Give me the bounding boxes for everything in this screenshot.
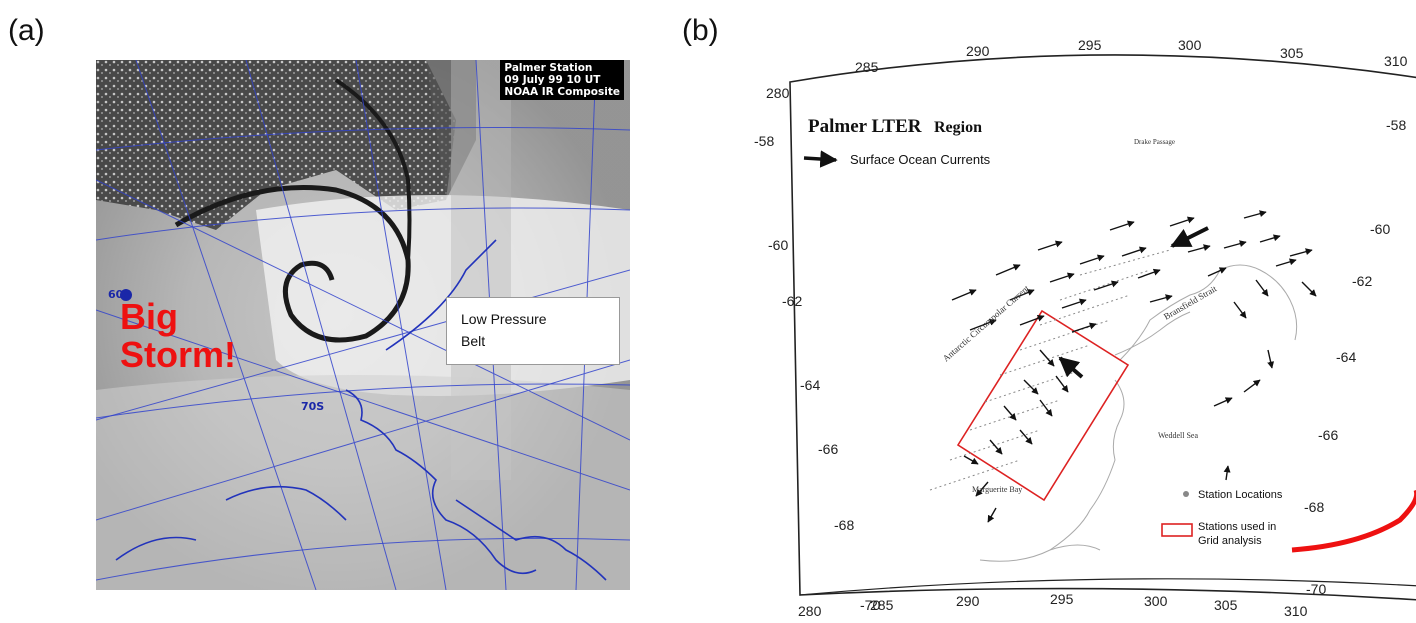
- lat-left-62: -62: [782, 293, 802, 309]
- lon-bottom-305: 305: [1214, 597, 1238, 613]
- satellite-image: Palmer Station 09 July 99 10 UT NOAA IR …: [96, 60, 630, 590]
- lon-bottom-290: 290: [956, 593, 980, 609]
- lat-left-64: -64: [800, 377, 820, 393]
- stations-used-line-1: Stations used in: [1198, 521, 1276, 533]
- low-pressure-line-2: Belt: [461, 333, 486, 349]
- lat-right-60: -60: [1370, 221, 1390, 237]
- lon-top-285: 285: [855, 59, 879, 75]
- marguerite-bay-label: Marguerite Bay: [972, 485, 1022, 494]
- map-title: Palmer LTER: [808, 116, 922, 137]
- current-arrows: [951, 210, 1317, 523]
- lon-top-300: 300: [1178, 37, 1202, 53]
- satellite-timestamp: Palmer Station 09 July 99 10 UT NOAA IR …: [500, 60, 624, 100]
- currents-legend-label: Surface Ocean Currents: [850, 152, 991, 167]
- lon-bottom-280: 280: [798, 603, 822, 618]
- lon-bottom-310: 310: [1284, 603, 1308, 618]
- lat-left-58: -58: [754, 133, 774, 149]
- graticule-label-70s: 70S: [301, 400, 325, 413]
- bright-cloud-band: [256, 195, 630, 396]
- lon-top-290: 290: [966, 43, 990, 59]
- palmer-lter-map: 280 285 290 295 300 305 310 280 285 290 …: [720, 20, 1416, 619]
- lon-bottom-295: 295: [1050, 591, 1074, 607]
- lon-bottom-300: 300: [1144, 593, 1168, 609]
- lat-left-70: -70: [860, 597, 880, 613]
- lat-left-68: -68: [834, 517, 854, 533]
- stamp-line-1: Palmer Station: [504, 62, 593, 74]
- graticule-label-60s: 60S: [108, 288, 132, 301]
- lat-right-70: -70: [1306, 581, 1326, 597]
- storm-label-line-2: Storm!: [120, 334, 236, 375]
- lon-top-295: 295: [1078, 37, 1102, 53]
- grid-analysis-box: [956, 309, 1130, 502]
- station-legend-dot: [1183, 491, 1189, 497]
- lon-top-305: 305: [1280, 45, 1304, 61]
- drake-passage-label: Drake Passage: [1134, 138, 1175, 146]
- storm-label: Big Storm!: [120, 298, 236, 374]
- station-locations-label: Station Locations: [1198, 489, 1283, 501]
- lat-right-58: -58: [1386, 117, 1406, 133]
- lat-left-66: -66: [818, 441, 838, 457]
- storm-track: [174, 185, 411, 343]
- lat-right-62: -62: [1352, 273, 1372, 289]
- lat-left-60: -60: [768, 237, 788, 253]
- strong-current-arrow: [1170, 226, 1209, 248]
- map-boundary: [789, 54, 1416, 601]
- panel-b-label: (b): [682, 14, 719, 47]
- stations-used-legend-box: [1161, 523, 1193, 537]
- lat-right-68: -68: [1304, 499, 1324, 515]
- stations-used-line-2: Grid analysis: [1198, 535, 1262, 547]
- lat-right-66: -66: [1318, 427, 1338, 443]
- lon-top-310: 310: [1384, 53, 1408, 69]
- meridians: [96, 60, 630, 590]
- stamp-line-2: 09 July 99 10 UT: [504, 74, 601, 86]
- lon-bottom-285: 285: [870, 597, 894, 613]
- storm-label-line-1: Big: [120, 296, 178, 337]
- latitude-circles: [96, 127, 630, 581]
- map-frame: 280 285 290 295 300 305 310 280 285 290 …: [754, 37, 1416, 619]
- lon-top-280: 280: [766, 85, 790, 101]
- stamp-line-3: NOAA IR Composite: [504, 86, 620, 98]
- low-pressure-line-1: Low Pressure: [461, 311, 547, 327]
- station-lines: [929, 249, 1171, 491]
- panel-a-label: (a): [8, 14, 45, 47]
- map-title-region: Region: [934, 119, 982, 136]
- currents-legend-arrow: [803, 150, 838, 168]
- lat-right-64: -64: [1336, 349, 1356, 365]
- low-pressure-label: Low Pressure Belt: [446, 297, 620, 365]
- weddell-sea-label: Weddell Sea: [1158, 431, 1198, 440]
- coastline: [115, 239, 607, 581]
